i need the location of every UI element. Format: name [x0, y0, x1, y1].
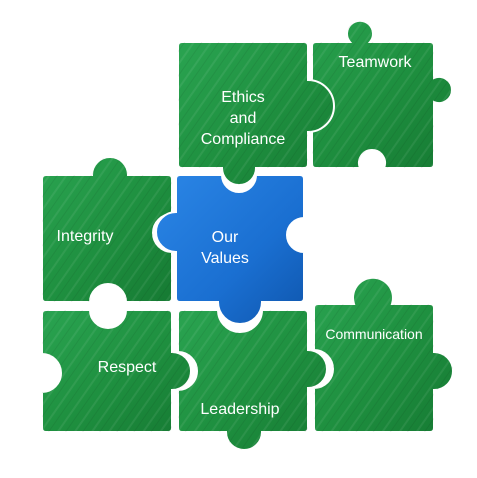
- label-ethics-compliance: Ethics and Compliance: [182, 88, 304, 150]
- piece-respect: [41, 309, 192, 433]
- piece-our-values: [155, 174, 305, 325]
- piece-ethics-compliance: [177, 41, 335, 186]
- label-ethics-line-3: Compliance: [200, 130, 286, 148]
- piece-leadership: [177, 309, 328, 451]
- label-integrity: Integrity: [56, 228, 114, 245]
- piece-communication: [313, 276, 454, 433]
- label-ethics-line-2: and: [229, 109, 257, 127]
- label-respect: Respect: [97, 359, 157, 376]
- label-ethics-line-1: Ethics: [221, 89, 265, 106]
- label-leadership: Leadership: [200, 401, 280, 418]
- label-our-values: Our Values: [180, 228, 270, 270]
- label-our-values-line-2: Values: [201, 249, 249, 267]
- piece-teamwork: [285, 19, 453, 169]
- label-communication: Communication: [325, 326, 423, 342]
- label-teamwork: Teamwork: [338, 54, 412, 71]
- piece-integrity: [41, 156, 173, 303]
- label-our-values-line-1: Our: [211, 229, 239, 246]
